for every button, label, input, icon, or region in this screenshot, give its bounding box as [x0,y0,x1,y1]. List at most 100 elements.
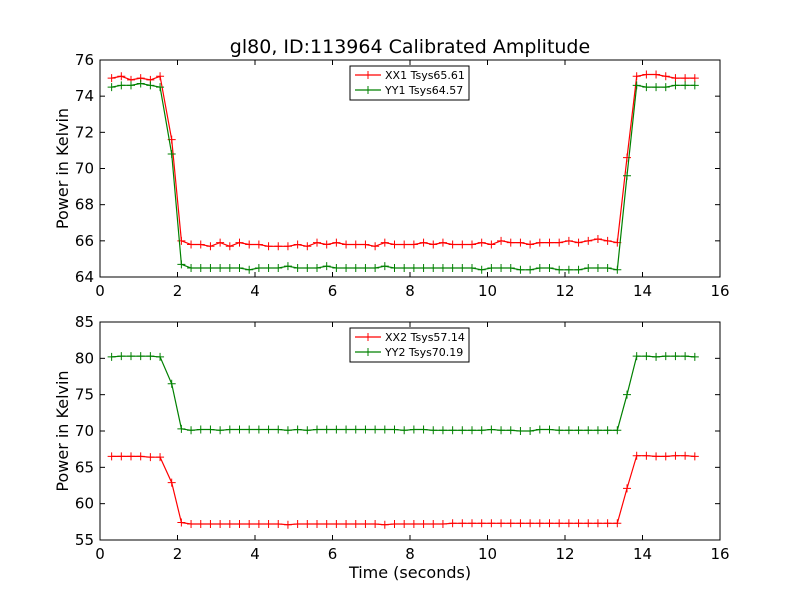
y-tick-label: 65 [75,458,94,476]
data-point [681,451,690,460]
data-point [146,81,155,90]
x-tick-label: 4 [250,282,260,300]
data-point [690,81,699,90]
chart-title: gl80, ID:113964 Calibrated Amplitude [230,36,590,58]
data-point [564,236,573,245]
data-point [526,265,535,274]
data-point [535,263,544,272]
data-point [274,242,283,251]
series-line-1 [111,455,695,526]
data-point [623,390,631,399]
data-point [371,263,380,272]
data-point [254,240,263,249]
data-point [448,426,457,435]
data-point [390,240,399,249]
data-point [283,242,292,251]
data-point [177,424,186,433]
data-point [187,426,196,435]
data-point [652,70,661,79]
x-tick-label: 8 [405,282,415,300]
data-point [264,425,273,434]
data-point [127,352,135,361]
data-point [342,425,351,434]
data-point [156,352,165,361]
data-point [497,263,506,272]
data-point [127,81,135,90]
data-point [146,352,155,361]
data-point [564,265,573,274]
data-point [187,263,196,272]
data-point [516,427,525,435]
y-tick-label: 60 [75,495,94,513]
data-point [400,520,409,529]
data-point [322,520,331,529]
data-point [254,425,263,434]
data-point [245,425,254,434]
data-point [206,263,215,272]
data-point [206,242,215,251]
x-axis-label: Time (seconds) [348,563,471,582]
data-point [187,240,196,249]
data-point [477,265,486,274]
data-point [167,379,176,388]
legend-marker [364,71,372,79]
data-point [613,519,622,528]
legend-marker [364,333,372,341]
data-point [235,263,244,272]
data-point [555,519,564,528]
legend-marker [364,348,372,356]
data-point [603,263,612,272]
data-point [642,451,651,460]
legend-label: YY2 Tsys70.19 [384,346,463,359]
data-point [642,352,651,361]
data-point [429,520,438,529]
y-tick-label: 68 [75,196,94,214]
x-tick-label: 10 [478,282,497,300]
data-point [351,263,360,272]
data-point [642,70,651,79]
data-point [196,263,205,272]
data-point [419,263,428,272]
y-tick-label: 85 [75,313,94,331]
data-point [156,72,165,81]
x-tick-label: 8 [405,545,415,563]
data-point [225,425,234,434]
data-point [196,520,205,529]
data-point [313,425,321,434]
data-point [477,519,486,528]
data-point [167,150,176,159]
data-point [245,520,254,529]
data-point [623,171,631,180]
data-point [545,519,554,528]
data-point [584,426,593,435]
data-point [313,520,321,529]
data-point [107,83,116,92]
data-point [283,426,292,435]
data-point [429,426,438,435]
data-point [526,240,535,249]
data-point [216,426,225,435]
data-point [351,425,360,434]
data-point [671,352,680,361]
data-point [429,263,438,272]
data-point [117,72,126,81]
data-point [390,425,399,434]
x-tick-label: 16 [710,282,729,300]
data-point [623,484,631,493]
data-point [419,425,428,434]
data-point [526,427,535,435]
data-point [303,520,312,529]
data-point [361,520,370,529]
data-point [371,242,380,251]
data-point [603,519,612,528]
data-point [506,238,515,247]
data-point [107,452,116,461]
data-point [332,520,341,529]
data-point [506,263,515,272]
data-point [313,263,321,272]
data-point [419,238,428,247]
data-point [584,263,593,272]
data-point [584,519,593,528]
data-point [584,236,593,245]
